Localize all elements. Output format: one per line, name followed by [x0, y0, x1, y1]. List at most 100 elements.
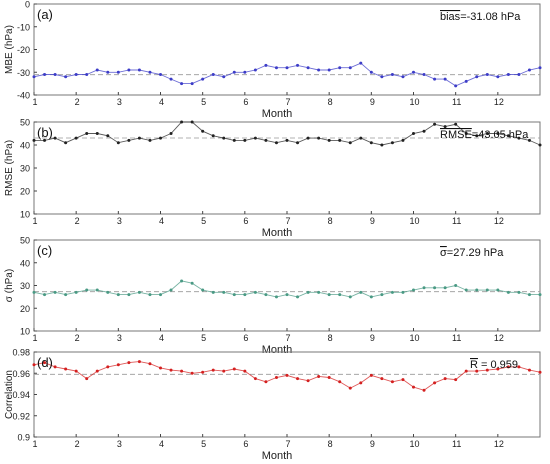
y-tick-label: 30 [20, 281, 30, 291]
y-tick-label: -40 [17, 91, 30, 101]
x-tick-label: 2 [75, 97, 80, 107]
statistic-annotation: bias=-31.08 hPa [440, 11, 521, 23]
x-tick-label: 10 [409, 439, 419, 449]
x-tick-label: 6 [243, 439, 248, 449]
x-tick-label: 12 [494, 216, 504, 226]
y-axis-label: Correlation [4, 370, 15, 419]
x-tick-label: 11 [452, 216, 461, 226]
x-tick-label: 4 [159, 439, 164, 449]
x-tick-label: 11 [452, 97, 461, 107]
x-tick-label: 7 [285, 439, 290, 449]
y-tick-label: 0.92 [12, 411, 30, 421]
x-axis-label: Month [262, 450, 293, 462]
x-tick-label: 3 [117, 97, 122, 107]
y-tick-label: 10 [20, 327, 30, 337]
y-tick-label: 50 [20, 118, 30, 128]
x-tick-label: 7 [285, 333, 290, 343]
x-tick-label: 9 [370, 216, 375, 226]
statistic-value: =43.05 hPa [472, 129, 529, 141]
y-tick-label: 0.9 [17, 433, 30, 443]
x-axis-label: Month [262, 108, 293, 120]
x-tick-label: 8 [328, 97, 333, 107]
x-tick-label: 4 [159, 97, 164, 107]
x-tick-label: 8 [328, 439, 333, 449]
x-tick-label: 1 [32, 97, 37, 107]
x-tick-label: 8 [328, 333, 333, 343]
y-tick-label: 20 [20, 304, 30, 314]
x-tick-label: 1 [32, 333, 37, 343]
x-tick-label: 10 [409, 333, 419, 343]
x-tick-label: 4 [159, 333, 164, 343]
statistic-symbol: R [470, 359, 478, 371]
x-tick-label: 2 [75, 333, 80, 343]
x-tick-label: 3 [117, 333, 122, 343]
series-line [33, 280, 540, 298]
x-tick-label: 2 [75, 216, 80, 226]
x-tick-label: 1 [32, 439, 37, 449]
x-tick-label: 7 [285, 97, 290, 107]
y-tick-label: 0 [25, 0, 30, 10]
statistic-value: = 0.959 [478, 359, 518, 371]
y-axis-label: MBE (hPa) [4, 25, 15, 74]
x-tick-label: 5 [201, 97, 206, 107]
statistic-annotation: σ=27.29 hPa [440, 247, 504, 259]
x-tick-label: 5 [201, 439, 206, 449]
y-tick-label: 0.96 [12, 369, 30, 379]
y-axis-label: RMSE (hPa) [4, 140, 15, 196]
x-tick-label: 5 [201, 216, 206, 226]
x-tick-label: 10 [409, 97, 419, 107]
x-tick-label: 3 [117, 216, 122, 226]
x-axis-label: Month [262, 344, 293, 356]
x-tick-label: 12 [494, 97, 504, 107]
y-tick-label: -30 [17, 68, 30, 78]
plot-frame [33, 351, 541, 438]
y-tick-label: -20 [17, 45, 30, 55]
x-tick-label: 12 [494, 439, 504, 449]
x-tick-label: 12 [494, 333, 504, 343]
x-tick-label: 11 [452, 333, 461, 343]
panel-label: (a) [37, 7, 53, 22]
x-tick-label: 9 [370, 439, 375, 449]
x-tick-label: 8 [328, 216, 333, 226]
x-axis-label: Month [262, 227, 293, 239]
y-tick-label: 40 [20, 141, 30, 151]
y-tick-label: 0.94 [12, 390, 30, 400]
x-tick-label: 5 [201, 333, 206, 343]
statistic-symbol: RMSE [440, 129, 472, 141]
x-tick-label: 10 [409, 216, 419, 226]
series-line [33, 361, 541, 391]
y-tick-label: 20 [20, 187, 30, 197]
x-tick-label: 9 [370, 97, 375, 107]
statistic-symbol: σ [440, 247, 447, 259]
statistic-value: =-31.08 hPa [460, 11, 521, 23]
y-tick-label: 50 [20, 236, 30, 246]
x-tick-label: 6 [243, 333, 248, 343]
statistic-value: =27.29 hPa [447, 247, 504, 259]
y-tick-label: 10 [20, 210, 30, 220]
x-tick-label: 3 [117, 439, 122, 449]
x-tick-label: 1 [32, 216, 37, 226]
panel-label: (b) [37, 125, 53, 140]
y-tick-label: 0.98 [12, 348, 30, 358]
x-tick-label: 4 [159, 216, 164, 226]
panel-label: (d) [37, 355, 53, 370]
x-tick-label: 7 [285, 216, 290, 226]
x-tick-label: 6 [243, 216, 248, 226]
y-tick-label: -10 [17, 22, 30, 32]
y-tick-label: 40 [20, 258, 30, 268]
chart-panel-4: 0.90.920.940.960.981 2 3 4 5 6 7 8 9 10 11 12(d)Cor… [4, 348, 542, 462]
y-axis-label: σ (hPa) [4, 269, 15, 302]
statistic-symbol: bias [440, 11, 461, 23]
statistic-annotation: R = 0.959 [470, 359, 518, 371]
panel-label: (c) [37, 243, 52, 258]
y-tick-label: 30 [20, 164, 30, 174]
series-line [33, 62, 541, 87]
x-tick-label: 11 [452, 439, 461, 449]
series-line [34, 121, 541, 146]
x-tick-label: 2 [75, 439, 80, 449]
x-tick-label: 9 [370, 333, 375, 343]
